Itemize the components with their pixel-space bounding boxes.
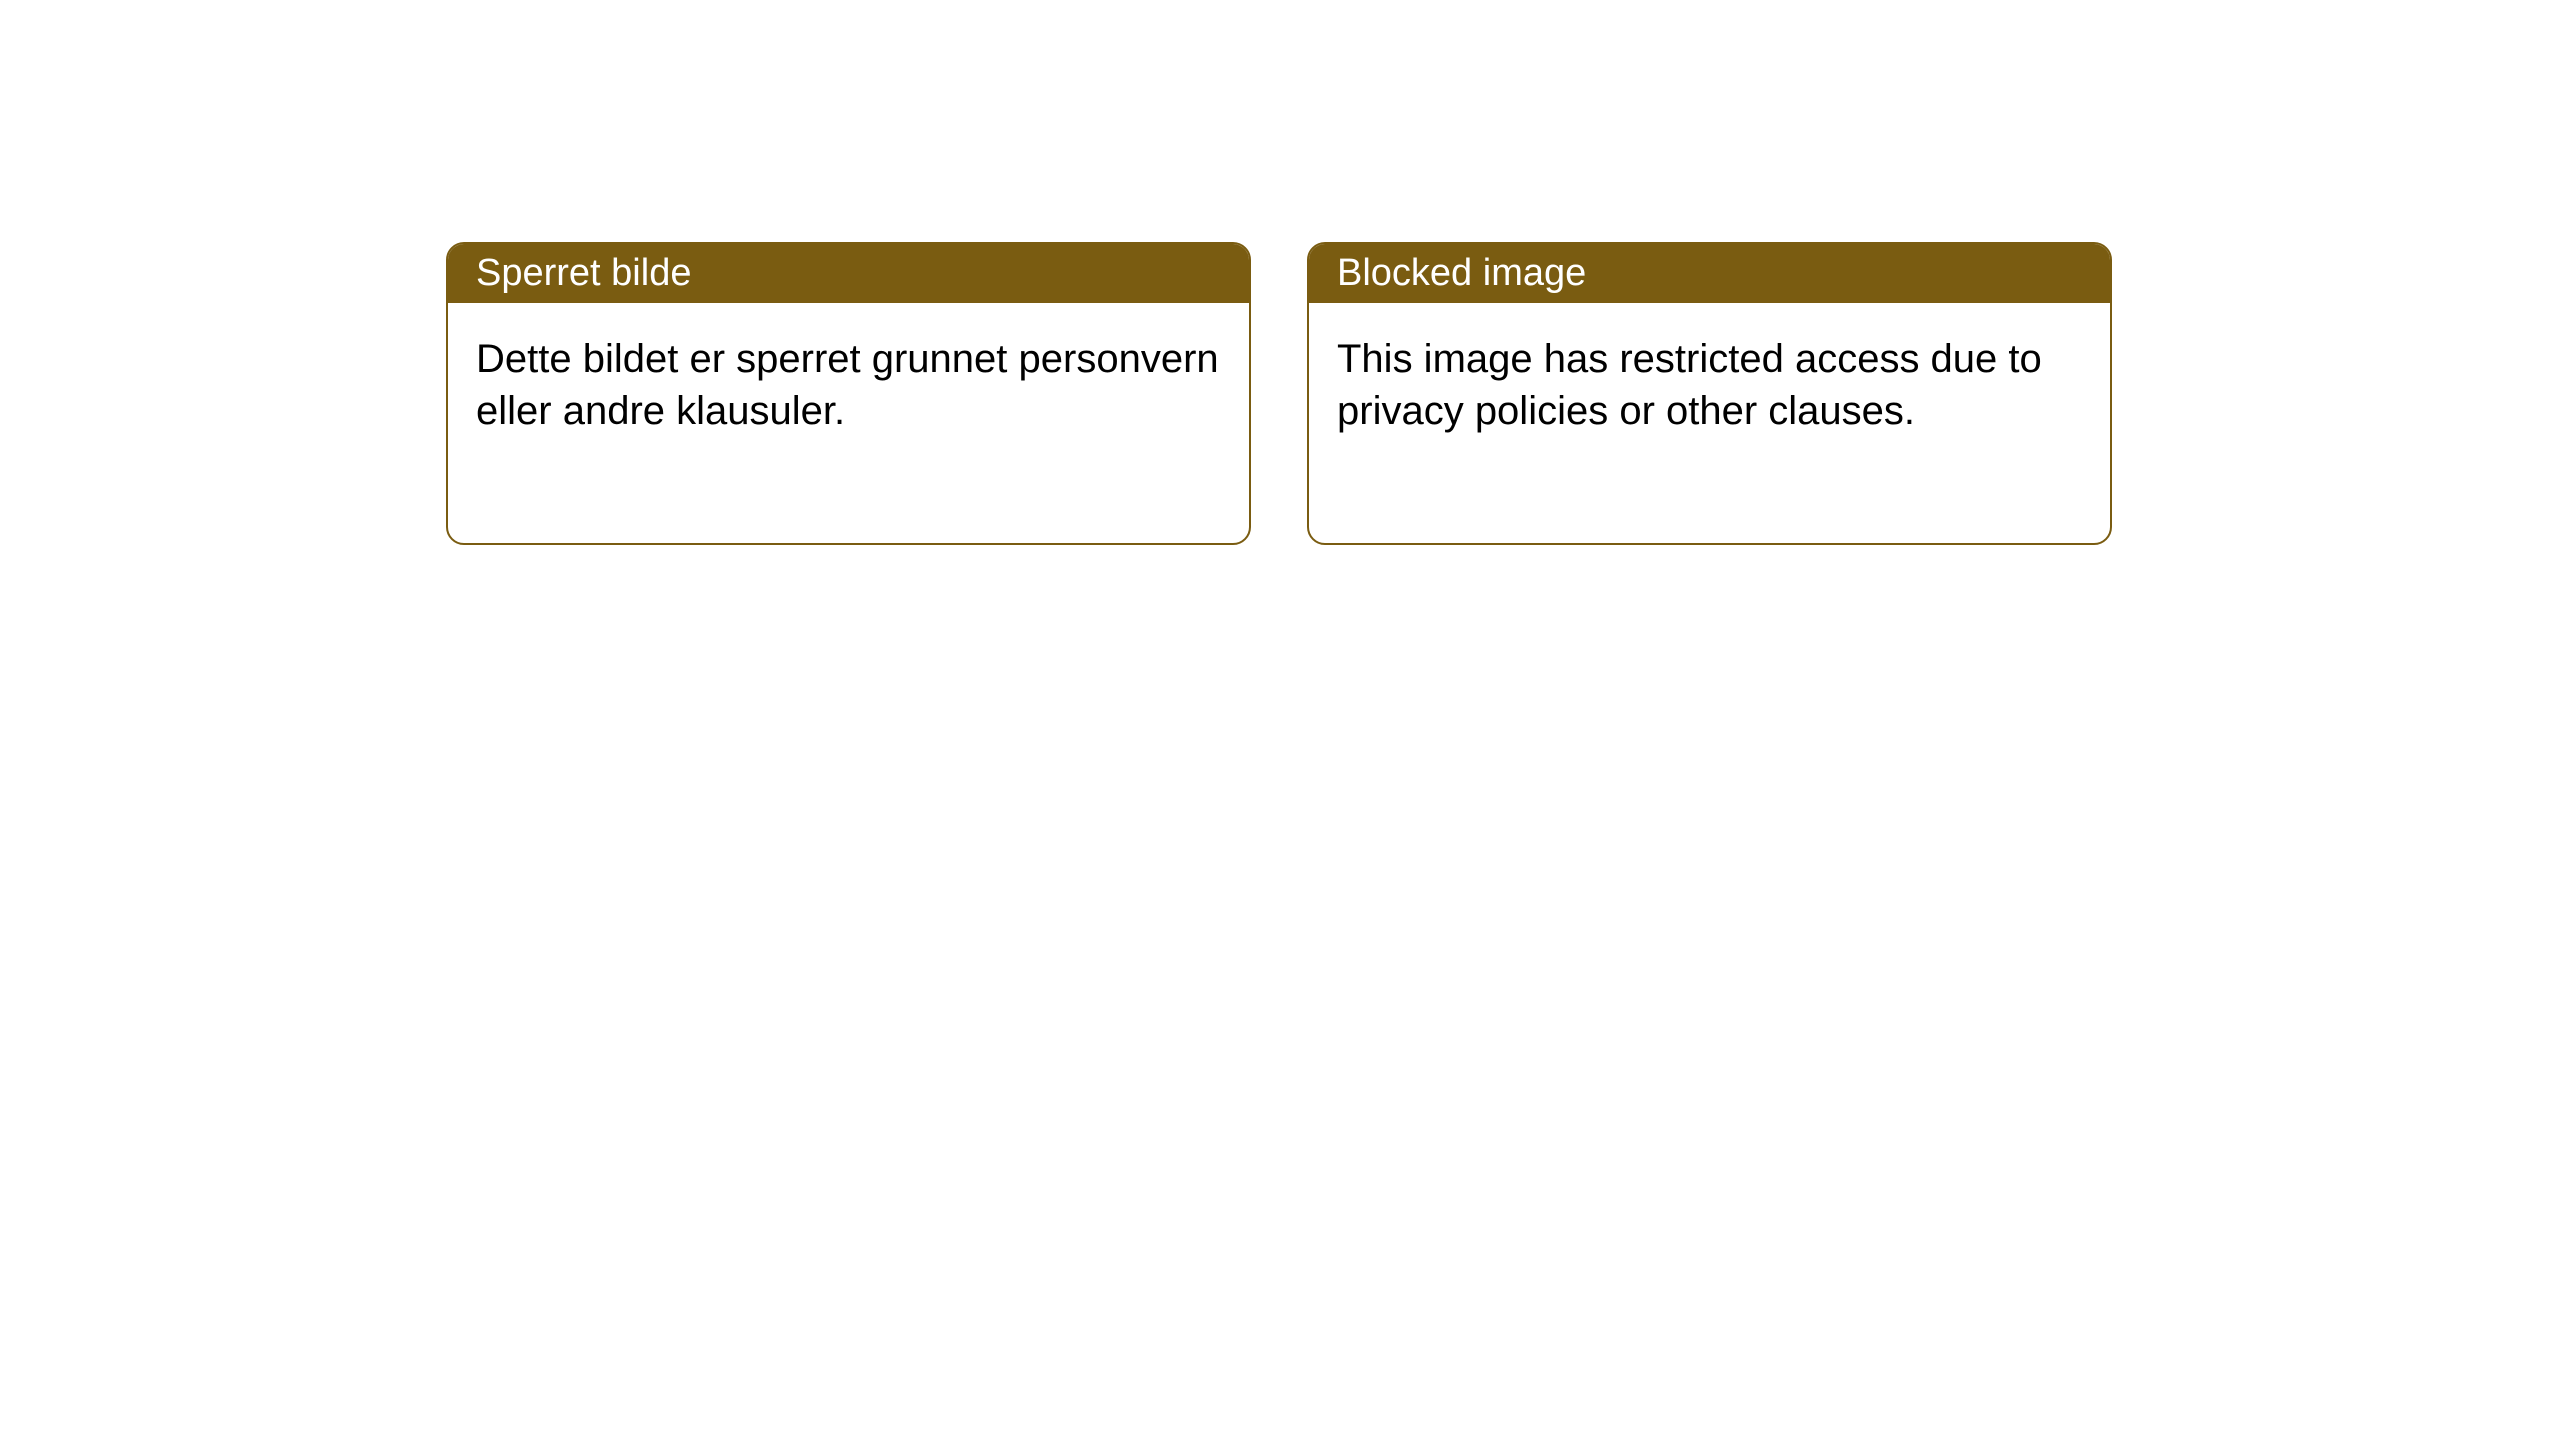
notice-title: Sperret bilde: [448, 244, 1249, 303]
notices-container: Sperret bilde Dette bildet er sperret gr…: [446, 242, 2112, 545]
notice-body: Dette bildet er sperret grunnet personve…: [448, 303, 1249, 543]
notice-card-english: Blocked image This image has restricted …: [1307, 242, 2112, 545]
notice-title: Blocked image: [1309, 244, 2110, 303]
notice-card-norwegian: Sperret bilde Dette bildet er sperret gr…: [446, 242, 1251, 545]
notice-body: This image has restricted access due to …: [1309, 303, 2110, 543]
